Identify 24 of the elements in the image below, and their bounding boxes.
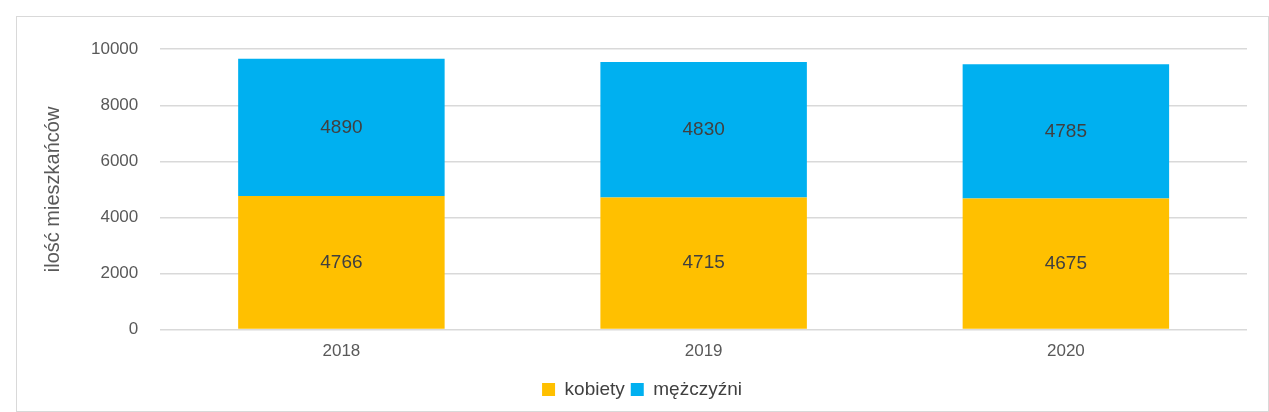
data-label: 4890: [320, 115, 363, 137]
bar: [600, 61, 807, 198]
x-tick-label: 2019: [684, 341, 723, 361]
data-label: 4830: [682, 117, 725, 139]
y-tick-label: 6000: [100, 151, 139, 171]
bar: [962, 64, 1170, 199]
bar: [238, 58, 445, 196]
bar: [238, 195, 445, 329]
y-tick-label: 10000: [90, 38, 139, 58]
x-tick-label: 2020: [1046, 341, 1085, 361]
legend-label: kobiety: [564, 377, 626, 399]
y-tick-label: 8000: [100, 94, 139, 114]
bar: [962, 198, 1170, 329]
y-axis-title: ilość mieszkańców: [40, 106, 63, 273]
legend-label: mężczyźni: [653, 377, 742, 399]
data-label: 4785: [1044, 119, 1088, 141]
data-label: 4766: [320, 250, 363, 272]
y-tick-label: 0: [128, 319, 139, 339]
data-label: 4715: [682, 251, 725, 273]
x-tick-label: 2018: [322, 341, 361, 361]
y-tick-label: 4000: [100, 207, 139, 227]
data-label: 4675: [1044, 251, 1088, 273]
bar: [600, 197, 807, 329]
y-tick-label: 2000: [100, 263, 139, 283]
